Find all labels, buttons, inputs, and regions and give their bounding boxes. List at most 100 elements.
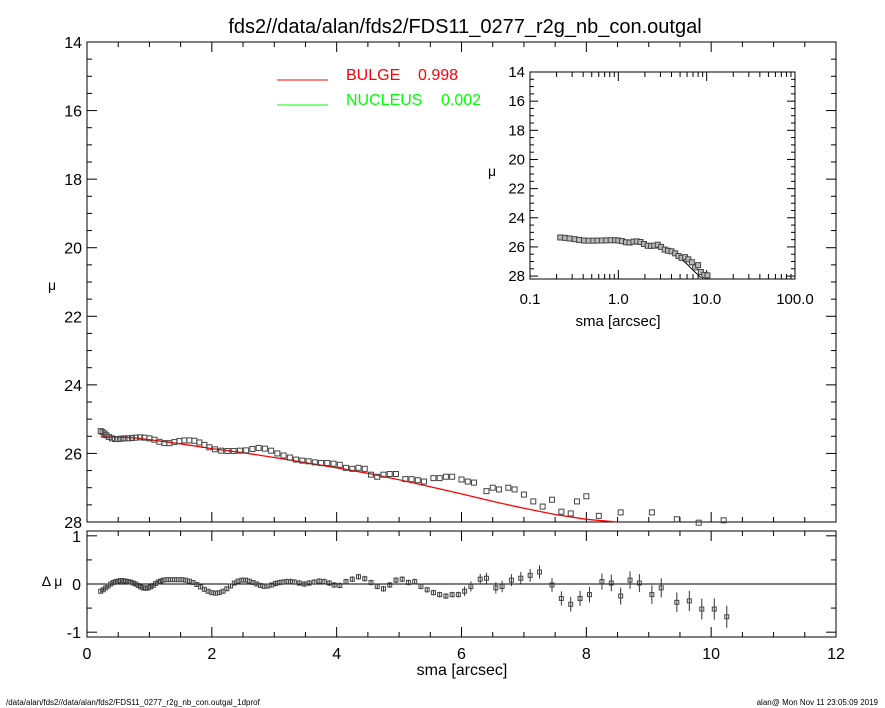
- inset-x-tick-label: 10.0: [692, 291, 721, 308]
- inset-data-point: [576, 236, 583, 243]
- inset-data-points: [557, 234, 711, 279]
- residual-data-point: [468, 583, 474, 589]
- residual-data-point: [331, 582, 337, 588]
- inset-tick-labels: 0.1 1.0 10.0 100.0 14 16 18 20 22 24 26 28: [508, 64, 813, 308]
- residual-x-axis-label: sma [arcsec]: [417, 662, 508, 679]
- main-data-point: [112, 436, 119, 443]
- main-data-point: [196, 439, 203, 446]
- inset-y-tick-label: 20: [508, 151, 525, 168]
- main-data-point: [230, 448, 237, 455]
- inset-axis-ticks: [529, 71, 795, 279]
- inset-y-tick-label: 28: [508, 268, 525, 285]
- inset-data-point: [557, 234, 564, 241]
- inset-y-tick-label: 18: [508, 122, 525, 139]
- legend: BULGE 0.998 NUCLEUS 0.002: [277, 67, 481, 109]
- main-data-point: [343, 464, 350, 471]
- main-data-point: [101, 430, 108, 437]
- inset-x-tick-label: 0.1: [520, 291, 541, 308]
- main-data-point: [243, 447, 250, 454]
- residual-data-point: [437, 592, 443, 598]
- main-data-point: [268, 447, 275, 454]
- main-data-point: [430, 475, 437, 482]
- residual-data-point: [618, 593, 624, 599]
- main-data-point: [108, 435, 115, 442]
- inset-x-axis-label: sma [arcsec]: [575, 313, 660, 330]
- residual-data-point: [412, 579, 418, 585]
- residual-data-point: [462, 588, 468, 594]
- residual-data-point: [311, 579, 317, 585]
- inset-y-tick-label: 24: [508, 210, 525, 227]
- main-data-point: [249, 445, 256, 452]
- main-data-point: [118, 435, 125, 442]
- residual-x-tick-label: 4: [332, 646, 341, 663]
- residual-data-point: [699, 606, 705, 612]
- residual-x-tick-label: 0: [83, 646, 92, 663]
- main-data-point: [137, 434, 144, 441]
- residual-data-point: [724, 614, 730, 620]
- main-data-point: [115, 436, 122, 443]
- main-data-point: [483, 488, 490, 495]
- main-data-point: [442, 473, 449, 480]
- main-plot-frame: [86, 41, 837, 523]
- main-data-point: [567, 510, 574, 517]
- residual-data-point: [228, 583, 234, 589]
- main-data-point: [511, 486, 518, 493]
- residual-x-tick-label: 8: [582, 646, 591, 663]
- main-data-point: [349, 465, 356, 472]
- residual-data-point: [577, 595, 583, 601]
- main-data-point: [191, 437, 198, 444]
- residual-data-point: [674, 599, 680, 605]
- chart-title: fds2//data/alan/fds2/FDS11_0277_r2g_nb_c…: [228, 16, 701, 38]
- main-data-point: [386, 471, 393, 477]
- residual-data-point: [326, 580, 332, 586]
- residual-data-point: [224, 586, 230, 592]
- inset-data-point: [695, 262, 702, 269]
- main-data-point: [318, 460, 325, 467]
- residual-data-point: [455, 592, 461, 598]
- residual-data-point: [568, 601, 574, 607]
- residual-y-tick-label: -1: [67, 625, 81, 642]
- main-data-point: [211, 446, 218, 453]
- main-data-point: [336, 461, 343, 468]
- residual-data-point: [636, 580, 642, 586]
- residual-data-point: [449, 592, 455, 598]
- main-data-point: [421, 478, 428, 485]
- residual-data-point: [483, 575, 489, 581]
- bulge-model-line: [100, 436, 618, 523]
- main-data-point: [121, 435, 128, 442]
- residual-x-tick-label: 12: [827, 646, 845, 663]
- residual-data-points: [98, 565, 730, 628]
- main-data-point: [617, 509, 624, 516]
- residual-data-point: [387, 582, 393, 588]
- main-data-point: [505, 484, 512, 491]
- main-data-point: [558, 508, 565, 515]
- residual-data-point: [296, 580, 302, 586]
- residual-data-point: [306, 580, 312, 586]
- main-data-point: [274, 450, 281, 457]
- main-data-point: [673, 516, 680, 523]
- main-data-point: [218, 447, 225, 454]
- main-data-point: [392, 471, 399, 477]
- residual-data-point: [558, 595, 564, 601]
- main-data-point: [695, 519, 702, 526]
- main-data-point: [361, 465, 368, 472]
- main-data-point: [374, 473, 381, 480]
- residual-data-point: [599, 579, 605, 585]
- main-data-point: [311, 459, 318, 466]
- residual-data-point: [399, 576, 405, 582]
- residual-data-point: [508, 577, 514, 583]
- residual-data-point: [658, 585, 664, 591]
- residual-axis-ticks: [86, 531, 837, 637]
- main-data-point: [489, 484, 496, 491]
- legend-nucleus-label: NUCLEUS: [346, 92, 422, 109]
- main-data-point: [464, 478, 471, 485]
- inset-x-tick-label: 1.0: [608, 291, 629, 308]
- main-y-tick-label: 24: [64, 378, 82, 395]
- main-data-point: [305, 458, 312, 465]
- residual-data-point: [301, 581, 307, 587]
- main-data-point: [293, 456, 300, 463]
- residual-data-point: [477, 576, 483, 582]
